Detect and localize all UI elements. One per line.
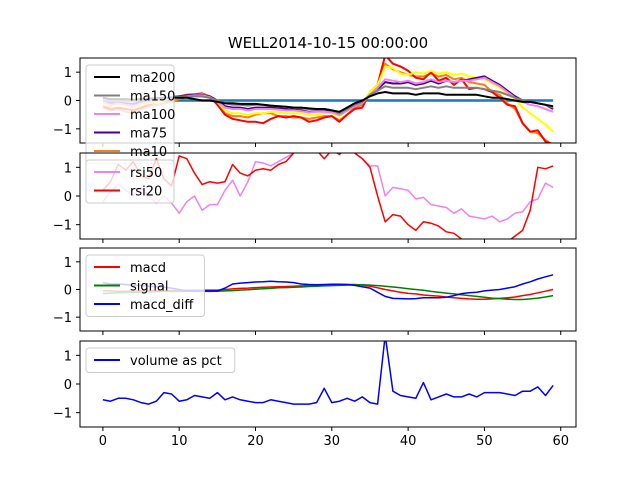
y-tick-label: 0 [64,190,72,205]
legend-box [85,254,205,317]
y-tick-label: −1 [53,219,72,234]
x-tick-label: 0 [99,434,107,449]
series-line-rsi50 [102,153,554,223]
x-tick-label: 60 [552,434,569,449]
subplot-4-lines [102,341,554,405]
y-tick-label: 1 [64,256,72,271]
x-tick-label: 50 [476,434,493,449]
legend-entry: signal [130,280,168,295]
x-tick-label: 20 [247,434,264,449]
subplot-3: −1 0 1 macd signal macd_diff [53,247,577,335]
legend-entry: ma150 [130,90,175,105]
legend: volume as pct [85,347,236,373]
chart-title: WELL2014-10-15 00:00:00 [228,34,428,52]
legend-entry: ma200 [130,71,175,86]
legend-box [85,159,175,204]
y-tick-label: 1 [64,161,72,176]
x-tick-label: 40 [400,434,417,449]
series-line-volume-as-pct [102,341,554,405]
legend-entry: rsi20 [130,185,162,200]
legend: macd signal macd_diff [85,254,205,317]
x-tick-label: 30 [324,434,341,449]
legend-entry: macd [130,261,166,276]
y-tick-label: 0 [64,378,72,393]
y-tick-label: 0 [64,284,72,299]
y-tick-label: −1 [53,311,72,326]
y-tick-label: 1 [64,66,72,81]
subplot-1-lines [102,58,554,143]
subplot-2: −1 0 1 rsi50 rsi20 [53,152,577,243]
y-tick-label: 0 [64,95,72,110]
legend-entry: ma75 [130,127,167,142]
series-line-ma200 [102,91,554,113]
legend-entry: rsi50 [130,166,162,181]
legend-entry: ma100 [130,108,175,123]
legend: rsi50 rsi20 [85,159,175,204]
y-tick-label: −1 [53,123,72,138]
legend-entry: volume as pct [130,354,222,369]
legend-entry: macd_diff [130,298,194,313]
y-tick-label: −1 [53,407,72,422]
x-tick-label: 10 [171,434,188,449]
series-line-rsi20 [102,153,554,239]
y-tick-label: 1 [64,349,72,364]
subplot-2-lines [102,153,554,239]
legend-box [85,347,236,373]
